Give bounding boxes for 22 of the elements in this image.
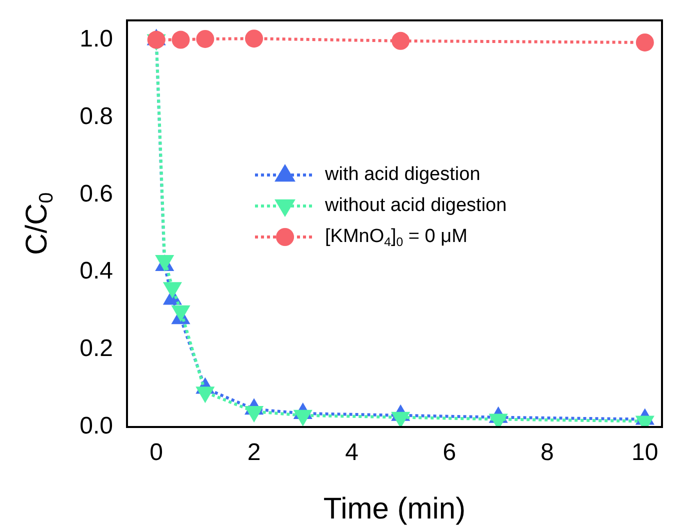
legend-label: without acid digestion: [324, 195, 507, 216]
x-tick-label: 0: [150, 439, 163, 466]
point: [196, 30, 214, 48]
y-tick-label: 0.0: [80, 412, 113, 440]
y-tick-label: 0.8: [80, 102, 113, 130]
y-tick-label: 0.6: [80, 180, 113, 208]
point: [245, 30, 264, 48]
y-tick-label: 0.4: [80, 258, 113, 285]
x-tick-label: 6: [442, 439, 456, 466]
y-tick-label: 1.0: [80, 25, 113, 52]
x-tick-label: 8: [540, 439, 554, 466]
point: [172, 30, 190, 49]
x-tick-label: 2: [247, 439, 261, 466]
x-tick-label: 4: [345, 439, 358, 466]
x-tick-label: 10: [632, 439, 658, 466]
point: [392, 32, 410, 50]
point: [636, 33, 654, 52]
legend-label: with acid digestion: [324, 164, 480, 186]
x-axis-title: Time (min): [323, 492, 466, 526]
point: [147, 30, 166, 49]
y-axis-title: C/C0: [20, 192, 58, 255]
y-tick-label: 0.2: [80, 335, 113, 362]
